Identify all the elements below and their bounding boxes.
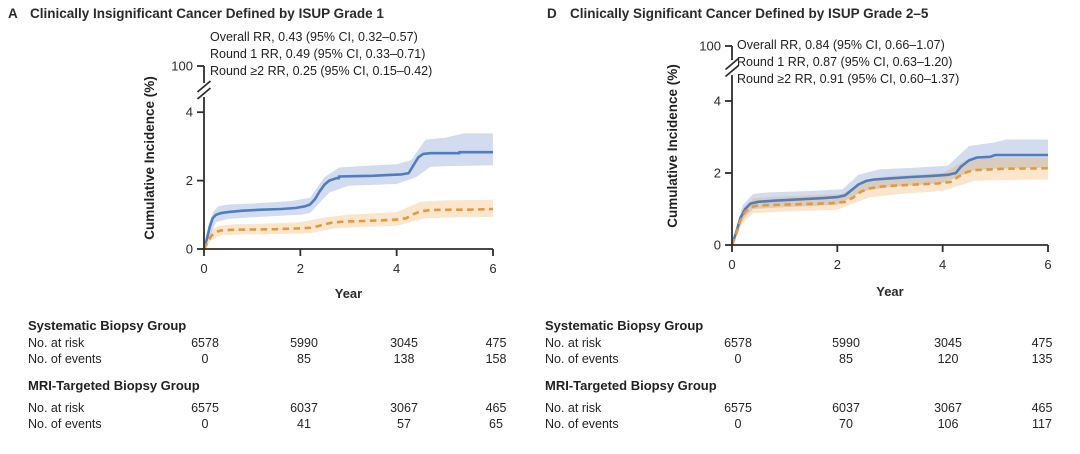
y-tick-label: 2	[186, 173, 193, 188]
x-tick-label: 6	[489, 261, 496, 276]
risk-table-value: 135	[1031, 352, 1053, 366]
panel-title: Clinically Insignificant Cancer Defined …	[30, 6, 384, 21]
risk-table-value: 41	[297, 417, 311, 431]
panel-a: A Clinically Insignificant Cancer Define…	[0, 6, 540, 454]
panel-letter: A	[8, 6, 18, 21]
risk-table-value: 0	[734, 352, 742, 366]
ci-band	[732, 157, 1048, 245]
risk-table-value: 6578	[191, 336, 219, 350]
curve-systematic	[730, 153, 1048, 246]
annotation-overall: Overall RR, 0.43 (95% CI, 0.32–0.57)	[210, 30, 418, 44]
risk-table-value: 6037	[832, 401, 860, 415]
y-tick-label-top: 100	[171, 59, 193, 74]
annotation-round1: Round 1 RR, 0.49 (95% CI, 0.33–0.71)	[210, 47, 426, 61]
risk-table-row-label: No. at risk	[545, 401, 602, 415]
axis-break-icon	[724, 57, 740, 71]
x-axis-label: Year	[335, 286, 362, 301]
y-axis-label: Cumulative Incidence (%)	[142, 76, 157, 240]
chart-a: 0 2 4 6 Year 0 2 4 100	[171, 59, 496, 302]
annotation-overall: Overall RR, 0.84 (95% CI, 0.66–1.07)	[737, 38, 945, 52]
x-tick-label: 0	[728, 257, 735, 272]
ci-band	[204, 133, 493, 249]
risk-table-value: 6575	[724, 401, 752, 415]
risk-table-value: 138	[393, 352, 415, 366]
risk-table-value: 106	[937, 417, 959, 431]
x-axis-label: Year	[876, 284, 903, 299]
risk-table-value: 5990	[290, 336, 318, 350]
risk-table-value: 0	[201, 352, 209, 366]
risk-table-value: 85	[297, 352, 311, 366]
risk-table-row-label: No. at risk	[28, 401, 85, 415]
panel-title: Clinically Significant Cancer Defined by…	[570, 6, 929, 21]
risk-table-value: 158	[485, 352, 507, 366]
risk-table-group-header: Systematic Biopsy Group	[545, 318, 704, 333]
y-tick-label: 0	[186, 242, 193, 257]
risk-table-group-header: MRI-Targeted Biopsy Group	[545, 378, 717, 393]
axis-break-icon	[196, 87, 212, 100]
risk-table-value: 85	[839, 352, 853, 366]
risk-table-value: 5990	[832, 336, 860, 350]
axis-break-icon	[196, 80, 212, 93]
curve-mri-targeted	[730, 167, 1049, 246]
x-tick-label: 4	[393, 261, 400, 276]
annotation-round1: Round 1 RR, 0.87 (95% CI, 0.63–1.20)	[737, 55, 953, 69]
risk-table-group-header: Systematic Biopsy Group	[28, 318, 187, 333]
x-tick-label: 0	[200, 261, 207, 276]
curve-systematic	[202, 150, 493, 250]
risk-table-d: Systematic Biopsy Group No. at risk 6578 59…	[540, 312, 1080, 454]
risk-table-value: 120	[937, 352, 959, 366]
risk-table-value: 3067	[934, 401, 962, 415]
risk-table-value: 6578	[724, 336, 752, 350]
risk-table-value: 475	[485, 336, 507, 350]
chart-d: 0 2 4 6 Year 0 2 4 100	[699, 39, 1051, 300]
x-tick-label: 4	[939, 257, 946, 272]
y-tick-label: 4	[714, 94, 721, 109]
ci-band	[204, 199, 493, 249]
risk-table-row-label: No. of events	[28, 417, 102, 431]
risk-table-value: 57	[397, 417, 411, 431]
panel-d: D Clinically Significant Cancer Defined …	[540, 0, 1080, 454]
risk-table-value: 3067	[390, 401, 418, 415]
y-axis-label: Cumulative Incidence (%)	[665, 64, 680, 228]
risk-table-value: 0	[201, 417, 209, 431]
axis-break-icon	[724, 64, 740, 78]
risk-table-value: 0	[734, 417, 742, 431]
risk-table-row-label: No. at risk	[545, 336, 602, 350]
annotation-round2plus: Round ≥2 RR, 0.25 (95% CI, 0.15–0.42)	[210, 64, 433, 78]
risk-table-value: 6037	[290, 401, 318, 415]
x-tick-label: 2	[834, 257, 841, 272]
ci-band	[732, 139, 1048, 245]
risk-table-value: 465	[1031, 401, 1053, 415]
risk-table-group-header: MRI-Targeted Biopsy Group	[28, 378, 200, 393]
annotation-round2plus: Round ≥2 RR, 0.91 (95% CI, 0.60–1.37)	[737, 72, 960, 86]
y-tick-label: 4	[186, 105, 193, 120]
risk-table-value: 117	[1032, 417, 1052, 431]
y-tick-label: 2	[714, 166, 721, 181]
risk-table-value: 465	[485, 401, 507, 415]
y-tick-label: 0	[714, 238, 721, 253]
risk-table-value: 70	[839, 417, 853, 431]
risk-table-row-label: No. at risk	[28, 336, 85, 350]
rr-annotations: Overall RR, 0.43 (95% CI, 0.32–0.57) Rou…	[210, 29, 432, 80]
x-tick-label: 6	[1044, 257, 1051, 272]
risk-table-row-label: No. of events	[28, 352, 102, 366]
curve-mri-targeted	[202, 207, 494, 250]
panel-letter: D	[547, 6, 557, 21]
risk-table-value: 6575	[191, 401, 219, 415]
risk-table-a: Systematic Biopsy Group No. at risk 6578 59…	[0, 312, 540, 454]
risk-table-value: 3045	[934, 336, 962, 350]
risk-table-row-label: No. of events	[545, 417, 619, 431]
risk-table-value: 475	[1031, 336, 1053, 350]
rr-annotations: Overall RR, 0.84 (95% CI, 0.66–1.07) Rou…	[737, 37, 959, 88]
risk-table-value: 65	[489, 417, 503, 431]
risk-table-value: 3045	[390, 336, 418, 350]
x-tick-label: 2	[297, 261, 304, 276]
y-tick-label-top: 100	[699, 39, 721, 54]
risk-table-row-label: No. of events	[545, 352, 619, 366]
